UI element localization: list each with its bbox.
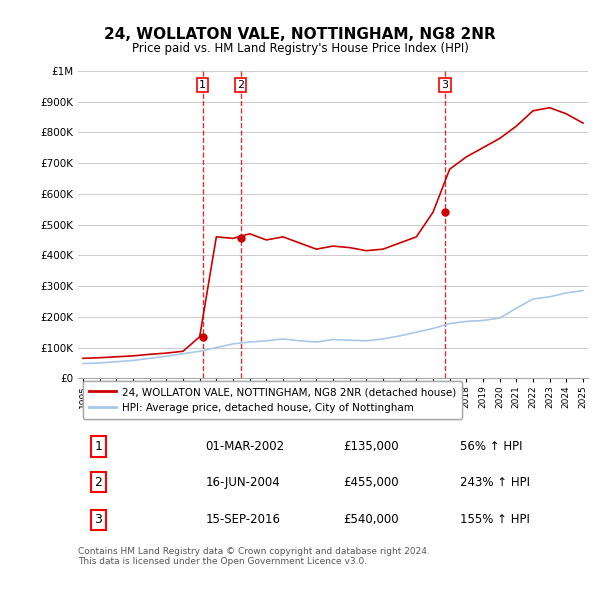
Text: 3: 3 — [442, 80, 448, 90]
Text: 2: 2 — [94, 476, 103, 489]
Text: 1: 1 — [94, 440, 103, 453]
Text: 24, WOLLATON VALE, NOTTINGHAM, NG8 2NR: 24, WOLLATON VALE, NOTTINGHAM, NG8 2NR — [104, 27, 496, 41]
Text: 01-MAR-2002: 01-MAR-2002 — [205, 440, 284, 453]
Text: 2: 2 — [237, 80, 244, 90]
Text: 56% ↑ HPI: 56% ↑ HPI — [461, 440, 523, 453]
Text: 16-JUN-2004: 16-JUN-2004 — [205, 476, 280, 489]
Text: Contains HM Land Registry data © Crown copyright and database right 2024.
This d: Contains HM Land Registry data © Crown c… — [78, 547, 430, 566]
Text: 1: 1 — [199, 80, 206, 90]
Text: £135,000: £135,000 — [343, 440, 399, 453]
Text: 155% ↑ HPI: 155% ↑ HPI — [461, 513, 530, 526]
Text: £455,000: £455,000 — [343, 476, 399, 489]
Legend: 24, WOLLATON VALE, NOTTINGHAM, NG8 2NR (detached house), HPI: Average price, det: 24, WOLLATON VALE, NOTTINGHAM, NG8 2NR (… — [83, 381, 462, 419]
Text: 15-SEP-2016: 15-SEP-2016 — [205, 513, 281, 526]
Text: Price paid vs. HM Land Registry's House Price Index (HPI): Price paid vs. HM Land Registry's House … — [131, 42, 469, 55]
Text: 3: 3 — [94, 513, 103, 526]
Text: £540,000: £540,000 — [343, 513, 399, 526]
Text: 243% ↑ HPI: 243% ↑ HPI — [461, 476, 530, 489]
